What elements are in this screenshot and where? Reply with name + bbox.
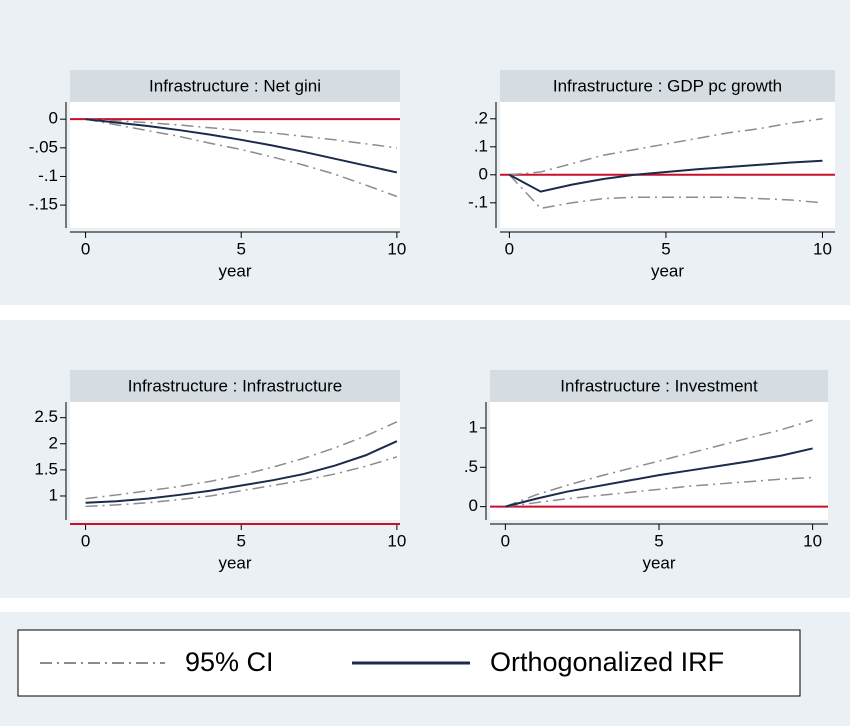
legend-box (17, 629, 801, 697)
legend-label: 95% CI (185, 647, 274, 677)
irf-line (505, 447, 813, 508)
ci-line (85, 421, 398, 500)
panel-title: Infrastructure : Net gini (149, 76, 321, 95)
irf-line (85, 118, 398, 174)
y-tick-label: 1.5 (34, 459, 58, 478)
title-box (70, 370, 400, 402)
x-tick-label: 10 (813, 239, 832, 258)
y-tick-label: 0 (49, 109, 58, 128)
x-axis-title: year (218, 261, 251, 280)
panel-title: Infrastructure : GDP pc growth (553, 76, 782, 95)
x-tick-label: 10 (387, 531, 406, 550)
irf-line (508, 159, 823, 193)
ci-line (85, 118, 398, 198)
legend-label: Orthogonalized IRF (490, 647, 724, 677)
ci-line (505, 476, 813, 508)
y-tick-label: .5 (464, 457, 478, 476)
ci-line (509, 118, 823, 176)
x-tick-label: 10 (803, 531, 822, 550)
y-tick-label: 1 (469, 417, 478, 436)
x-tick-label: 0 (81, 239, 90, 258)
x-tick-label: 0 (501, 531, 510, 550)
x-tick-label: 5 (236, 239, 245, 258)
x-axis-title: year (642, 553, 675, 572)
y-tick-label: -.1 (38, 166, 58, 185)
y-tick-label: -.15 (29, 195, 58, 214)
x-axis-title: year (218, 553, 251, 572)
y-tick-label: -.1 (468, 192, 488, 211)
ci-line (505, 419, 813, 508)
x-axis-title: year (651, 261, 684, 280)
y-tick-label: .2 (474, 108, 488, 127)
plot-area (500, 102, 835, 228)
y-tick-label: 1 (49, 485, 58, 504)
panel-title: Infrastructure : Infrastructure (128, 376, 342, 395)
y-tick-label: 0 (479, 164, 488, 183)
y-tick-label: 2.5 (34, 407, 58, 426)
x-tick-label: 5 (661, 239, 670, 258)
x-tick-label: 0 (81, 531, 90, 550)
y-tick-label: -.05 (29, 137, 58, 156)
x-tick-label: 10 (387, 239, 406, 258)
title-box (500, 70, 835, 102)
x-tick-label: 0 (505, 239, 514, 258)
panel-title: Infrastructure : Investment (560, 376, 758, 395)
ci-line (508, 174, 823, 210)
y-tick-label: .1 (474, 136, 488, 155)
x-tick-label: 5 (654, 531, 663, 550)
irf-line (85, 440, 398, 504)
ci-line (85, 118, 397, 149)
title-box (490, 370, 828, 402)
x-tick-label: 5 (236, 531, 245, 550)
y-tick-label: 0 (469, 496, 478, 515)
plot-area (490, 402, 828, 520)
y-tick-label: 2 (49, 433, 58, 452)
ci-line (85, 456, 398, 508)
title-box (70, 70, 400, 102)
